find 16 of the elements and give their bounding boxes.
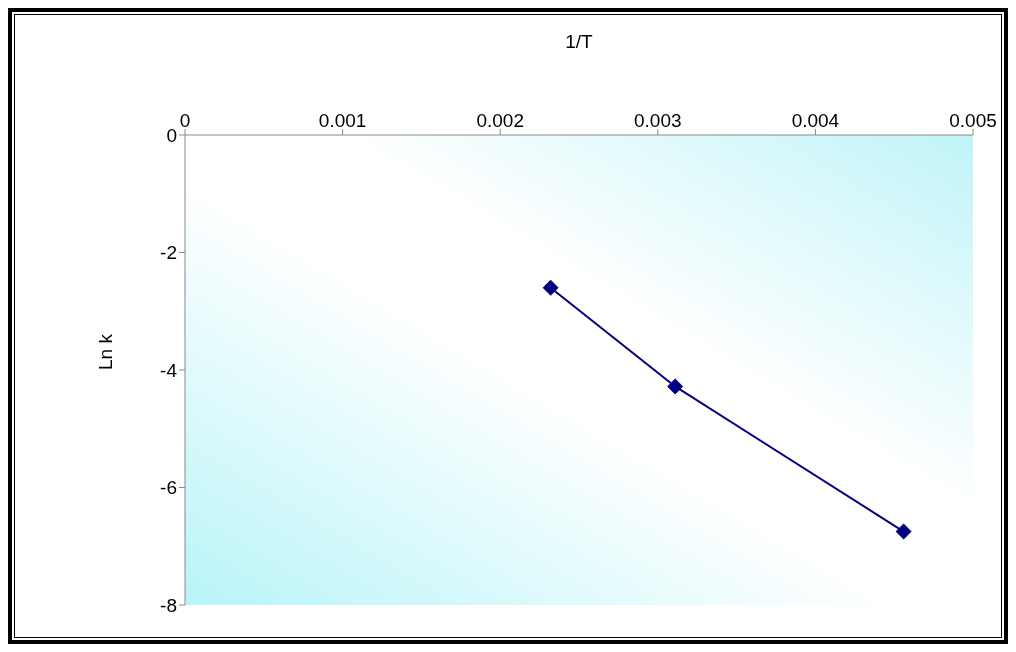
x-axis-title: 1/T (565, 31, 594, 53)
x-tick-label: 0.002 (476, 110, 524, 131)
y-tick-label: -6 (160, 477, 177, 499)
point (667, 378, 684, 395)
point (542, 279, 559, 296)
x-tick-label: 0.003 (634, 110, 682, 131)
x-tick-label: 0.001 (318, 110, 367, 131)
y-tick-label: -2 (160, 242, 177, 264)
x-tick-label: 0 (179, 110, 191, 131)
x-tick-label: 0.004 (791, 110, 840, 131)
y-tick-label: -4 (160, 359, 178, 381)
y-tick-label: -8 (160, 594, 177, 616)
point (895, 523, 912, 540)
x-tick-label: 0.005 (949, 110, 997, 131)
y-axis-title: Ln k (94, 333, 116, 370)
y-tick-label: 0 (166, 124, 177, 146)
